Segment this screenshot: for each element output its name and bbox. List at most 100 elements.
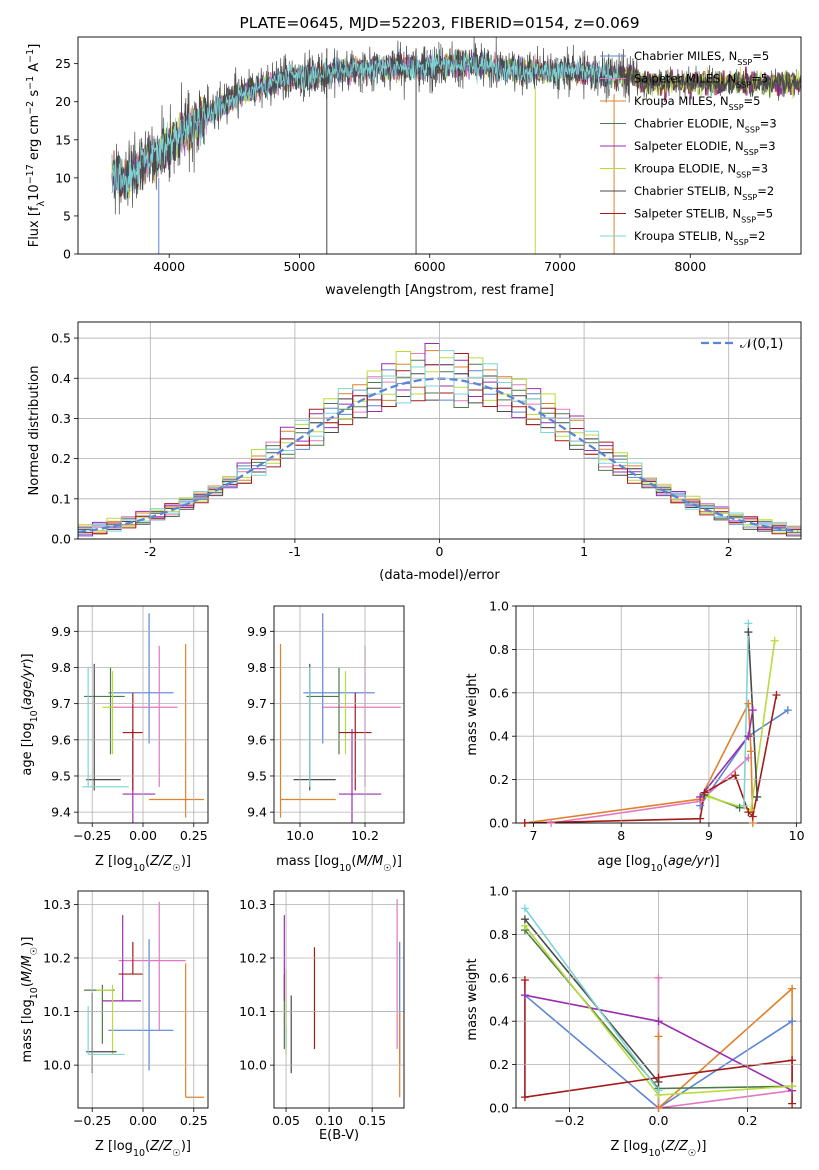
y-tick-label: 9.5 <box>51 768 71 783</box>
y-tick-label: 10 <box>55 170 71 185</box>
y-tick-label: 10.1 <box>239 1004 267 1019</box>
x-tick-label: 0.0 <box>649 1113 669 1128</box>
weight-marker <box>747 747 756 756</box>
legend-label: Chabrier MILES, NSSP=5 <box>634 49 769 67</box>
x-tick-label: 0.05 <box>272 1113 300 1128</box>
y-tick-label: 9.9 <box>247 624 267 639</box>
weight-marker <box>654 1104 663 1112</box>
x-tick-label: -1 <box>289 544 301 559</box>
axes-frame <box>77 321 802 540</box>
weight-line <box>524 694 778 823</box>
panel-weight_vs_Z: −0.2 0.0 0.2 0.0 0.2 0.4 0.6 0.8 1.0 Z [log10(Z/Z… <box>465 884 802 1159</box>
legend-label: Salpeter ELODIE, NSSP=3 <box>634 139 776 157</box>
y-tick-label: 9.6 <box>247 732 267 747</box>
x-tick-label: 0 <box>436 544 444 559</box>
weight-marker <box>520 991 529 1000</box>
y-tick-label: 0.4 <box>489 729 509 744</box>
y-tick-label: 1.0 <box>489 884 509 899</box>
y-tick-label: 9.4 <box>51 805 71 820</box>
y-tick-label: 0.8 <box>489 642 509 657</box>
axes-frame <box>77 605 209 824</box>
weight-marker <box>520 904 529 913</box>
y-tick-label: 1.0 <box>489 599 509 614</box>
y-tick-label: 0.2 <box>489 1057 509 1072</box>
plot-area-mass_vs_ebv <box>283 899 401 1098</box>
weight-marker <box>654 973 663 982</box>
legend-label: Kroupa ELODIE, NSSP=3 <box>634 162 768 180</box>
spectrum-line <box>111 37 801 215</box>
y-tick-label: 0.4 <box>489 1014 509 1029</box>
weight-marker <box>788 984 797 993</box>
weight-marker <box>735 803 744 812</box>
x-tick-label: 0.00 <box>129 828 157 843</box>
panel-mass_vs_ebv: 0.05 0.10 0.15 10.0 10.1 10.2 10.3 E(B-V) <box>239 890 405 1143</box>
legend-label: Kroupa STELIB, NSSP=2 <box>634 229 765 247</box>
y-axis-label: mass [log10(M/M☉)] <box>20 937 40 1063</box>
weight-line <box>747 631 758 798</box>
weight-marker <box>772 690 781 699</box>
axes-frame <box>273 605 405 824</box>
x-tick-label: −0.25 <box>73 828 111 843</box>
weight-marker <box>704 792 713 801</box>
x-axis-label: (data-model)/error <box>379 568 500 583</box>
y-tick-label: 9.7 <box>51 696 71 711</box>
x-axis-label: mass [log10(M/M☉)] <box>276 854 402 874</box>
plot-area-age_vs_mass <box>279 613 401 823</box>
x-tick-label: 8 <box>617 828 625 843</box>
x-tick-label: 0.10 <box>315 1113 343 1128</box>
y-tick-label: 0.4 <box>51 371 71 386</box>
axes-frame <box>77 890 209 1109</box>
y-tick-label: 9.8 <box>247 660 267 675</box>
x-axis-label: Z [log10(Z/Z☉)] <box>95 854 191 874</box>
weight-marker <box>731 771 740 780</box>
normal-curve <box>78 377 799 534</box>
y-tick-label: 0.6 <box>489 685 509 700</box>
x-axis-label: wavelength [Angstrom, rest frame] <box>325 283 554 298</box>
x-axis-label: age [log10(age/yr)] <box>597 854 719 874</box>
plot-area-mass_vs_Z <box>84 901 204 1098</box>
panel-residuals: -2 -1 0 1 2 0.0 0.1 0.2 0.3 0.4 0.5 𝒩(0,1) (data-mod… <box>27 321 802 583</box>
y-tick-label: 10.2 <box>43 950 71 965</box>
y-tick-label: 0.6 <box>489 970 509 985</box>
y-axis-label: Flux [fλ10−17 erg cm−2 s−1 A−1] <box>25 44 47 248</box>
weight-marker <box>700 788 709 797</box>
weight-line <box>550 757 749 823</box>
weight-marker <box>654 1017 663 1026</box>
weight-marker <box>788 1017 797 1026</box>
weight-marker <box>788 1082 797 1091</box>
weight-line <box>524 907 660 1092</box>
weight-marker <box>520 819 529 827</box>
x-tick-label: 10.2 <box>351 828 379 843</box>
x-tick-label: 7 <box>530 828 538 843</box>
y-tick-label: 25 <box>55 56 71 71</box>
weight-marker <box>696 792 705 801</box>
y-tick-label: 0.0 <box>489 1101 509 1116</box>
x-tick-label: 9 <box>705 828 713 843</box>
panel-spectrum: 4000 5000 6000 7000 8000 0 5 10 15 20 25 wavelength… <box>25 36 802 298</box>
weight-marker <box>520 1093 529 1102</box>
y-tick-label: 0.3 <box>51 411 71 426</box>
plot-area-spectrum <box>111 37 801 254</box>
weight-marker <box>783 706 792 715</box>
weight-marker <box>753 792 762 801</box>
y-tick-label: 9.6 <box>51 732 71 747</box>
x-axis-label: Z [log10(Z/Z☉)] <box>611 1139 707 1159</box>
y-tick-label: 5 <box>63 208 71 223</box>
x-tick-label: 6000 <box>414 259 446 274</box>
y-axis-label: Normed distribution <box>27 366 42 496</box>
weight-marker <box>740 801 748 810</box>
weight-marker <box>748 812 757 821</box>
legend-label: 𝒩(0,1) <box>740 337 783 352</box>
y-tick-label: 9.7 <box>247 696 267 711</box>
y-axis-label: mass weight <box>465 958 480 1040</box>
y-tick-label: 10.3 <box>43 897 71 912</box>
weight-marker <box>744 619 753 628</box>
panel-age_vs_mass: 10.0 10.2 9.4 9.5 9.6 9.7 9.8 9.9 mass [log10(M/… <box>247 605 405 874</box>
weight-marker <box>744 732 753 741</box>
x-tick-label: 1 <box>580 544 588 559</box>
y-tick-label: 15 <box>55 132 71 147</box>
x-tick-label: -2 <box>144 544 156 559</box>
plot-area-age_vs_Z <box>82 613 204 823</box>
x-tick-label: 5000 <box>284 259 316 274</box>
